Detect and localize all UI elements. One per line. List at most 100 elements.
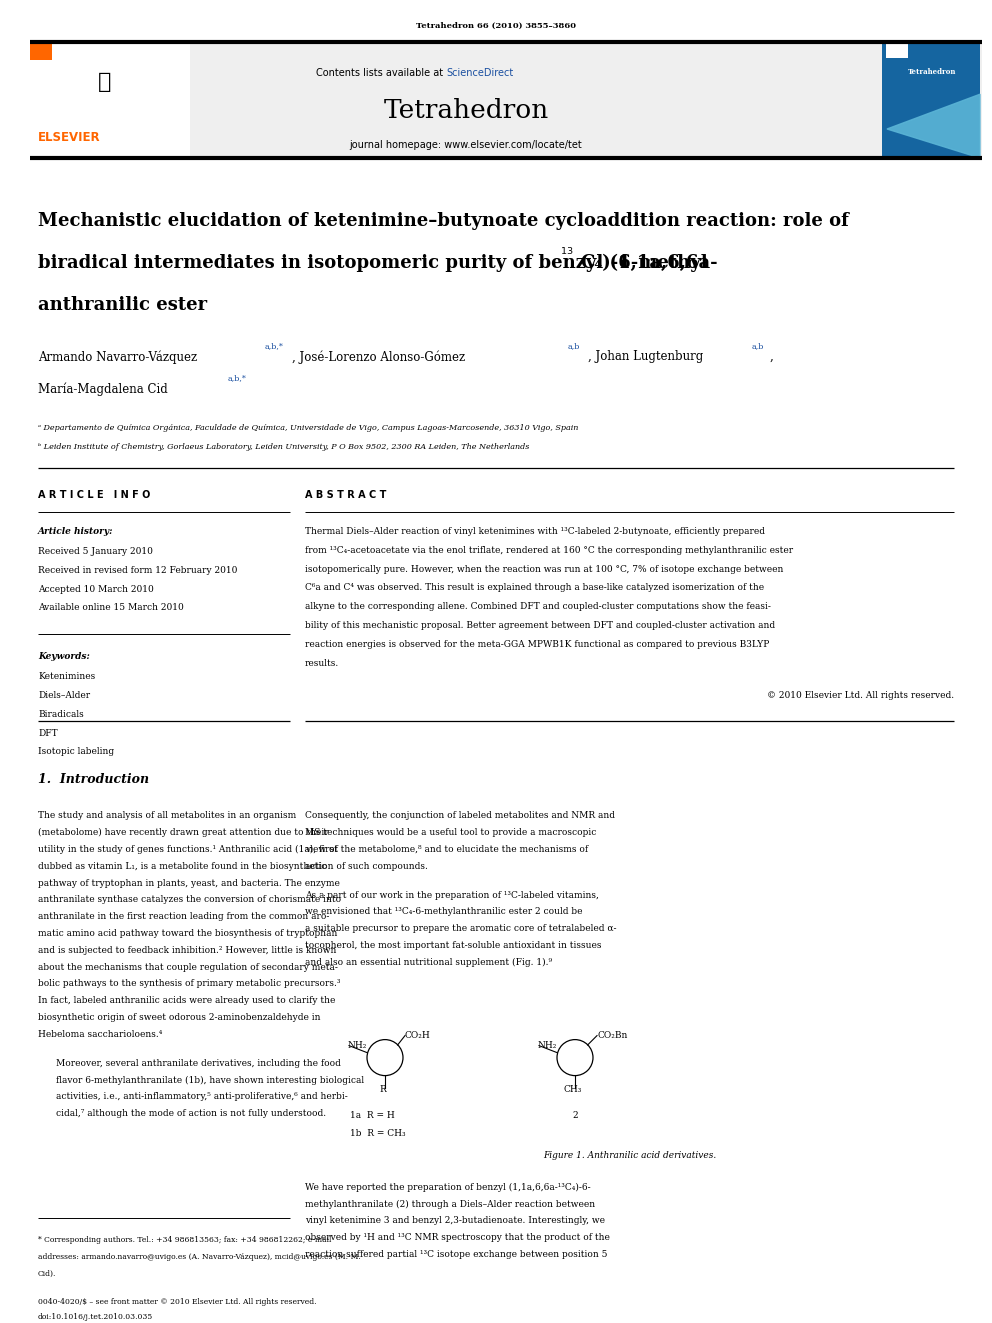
Text: CO₂H: CO₂H	[404, 1031, 430, 1040]
Text: Tetrahedron 66 (2010) 3855–3860: Tetrahedron 66 (2010) 3855–3860	[416, 22, 576, 30]
Text: 🌳: 🌳	[98, 71, 112, 93]
Text: anthranilate synthase catalyzes the conversion of chorismate into: anthranilate synthase catalyzes the conv…	[38, 896, 341, 905]
Polygon shape	[887, 94, 980, 157]
Text: NH₂: NH₂	[538, 1041, 557, 1050]
Text: activities, i.e., anti-inflammatory,⁵ anti-proliferative,⁶ and herbi-: activities, i.e., anti-inflammatory,⁵ an…	[56, 1093, 348, 1101]
Text: Mechanistic elucidation of ketenimine–butynoate cycloaddition reaction: role of: Mechanistic elucidation of ketenimine–bu…	[38, 212, 849, 230]
Text: © 2010 Elsevier Ltd. All rights reserved.: © 2010 Elsevier Ltd. All rights reserved…	[767, 692, 954, 700]
Text: María-Magdalena Cid: María-Magdalena Cid	[38, 382, 168, 396]
Text: flavor 6-methylanthranilate (1b), have shown interesting biological: flavor 6-methylanthranilate (1b), have s…	[56, 1076, 364, 1085]
Text: Cid).: Cid).	[38, 1270, 57, 1278]
Text: , José-Lorenzo Alonso-Gómez: , José-Lorenzo Alonso-Gómez	[292, 351, 465, 364]
Text: C₄)-6-methyl: C₄)-6-methyl	[580, 254, 707, 273]
Bar	[30, 42, 982, 157]
Text: Article history:: Article history:	[38, 527, 113, 536]
Text: Accepted 10 March 2010: Accepted 10 March 2010	[38, 585, 154, 594]
Text: bility of this mechanistic proposal. Better agreement between DFT and coupled-cl: bility of this mechanistic proposal. Bet…	[305, 620, 775, 630]
Text: results.: results.	[305, 659, 339, 668]
Text: tocopherol, the most important fat-soluble antioxidant in tissues: tocopherol, the most important fat-solub…	[305, 941, 601, 950]
Text: ScienceDirect: ScienceDirect	[446, 67, 513, 78]
Text: 1b  R = CH₃: 1b R = CH₃	[350, 1129, 406, 1138]
Text: Biradicals: Biradicals	[38, 710, 83, 718]
Text: 1.  Introduction: 1. Introduction	[38, 774, 149, 786]
Text: * Corresponding authors. Tel.: +34 986813563; fax: +34 986812262; e-mail: * Corresponding authors. Tel.: +34 98681…	[38, 1236, 331, 1244]
Text: ,: ,	[770, 351, 774, 363]
Text: As a part of our work in the preparation of ¹³C-labeled vitamins,: As a part of our work in the preparation…	[305, 890, 599, 900]
Text: Tetrahedron: Tetrahedron	[908, 67, 956, 75]
Text: Keywords:: Keywords:	[38, 652, 90, 662]
Text: $^{13}$: $^{13}$	[560, 247, 573, 261]
Text: about the mechanisms that couple regulation of secondary meta-: about the mechanisms that couple regulat…	[38, 963, 338, 971]
Bar	[882, 42, 980, 157]
Text: Contents lists available at: Contents lists available at	[315, 67, 446, 78]
Text: we envisioned that ¹³C₄-6-methylanthranilic ester 2 could be: we envisioned that ¹³C₄-6-methylanthrani…	[305, 908, 582, 917]
Text: action of such compounds.: action of such compounds.	[305, 861, 428, 871]
Text: Hebeloma saccharioloens.⁴: Hebeloma saccharioloens.⁴	[38, 1029, 163, 1039]
Text: 2: 2	[572, 1110, 577, 1119]
Text: The study and analysis of all metabolites in an organism: The study and analysis of all metabolite…	[38, 811, 297, 820]
Text: DFT: DFT	[38, 729, 58, 738]
Text: and also an essential nutritional supplement (Fig. 1).⁹: and also an essential nutritional supple…	[305, 958, 553, 967]
Text: Available online 15 March 2010: Available online 15 March 2010	[38, 603, 184, 613]
Text: pathway of tryptophan in plants, yeast, and bacteria. The enzyme: pathway of tryptophan in plants, yeast, …	[38, 878, 340, 888]
Text: a,b,*: a,b,*	[265, 343, 284, 351]
Text: methylanthranilate (2) through a Diels–Alder reaction between: methylanthranilate (2) through a Diels–A…	[305, 1200, 595, 1208]
Text: doi:10.1016/j.tet.2010.03.035: doi:10.1016/j.tet.2010.03.035	[38, 1312, 153, 1320]
Text: Thermal Diels–Alder reaction of vinyl ketenimines with ¹³C-labeled 2-butynoate, : Thermal Diels–Alder reaction of vinyl ke…	[305, 527, 765, 536]
Text: A B S T R A C T: A B S T R A C T	[305, 490, 386, 500]
Text: journal homepage: www.elsevier.com/locate/tet: journal homepage: www.elsevier.com/locat…	[349, 140, 582, 149]
Text: isotopomerically pure. However, when the reaction was run at 100 °C, 7% of isoto: isotopomerically pure. However, when the…	[305, 565, 784, 574]
Text: Consequently, the conjunction of labeled metabolites and NMR and: Consequently, the conjunction of labeled…	[305, 811, 615, 820]
Text: , Johan Lugtenburg: , Johan Lugtenburg	[588, 351, 703, 363]
Text: We have reported the preparation of benzyl (1,1a,6,6a-¹³C₄)-6-: We have reported the preparation of benz…	[305, 1183, 590, 1192]
Text: Armando Navarro-Vázquez: Armando Navarro-Vázquez	[38, 351, 197, 364]
Text: MS techniques would be a useful tool to provide a macroscopic: MS techniques would be a useful tool to …	[305, 828, 596, 837]
Text: view of the metabolome,⁸ and to elucidate the mechanisms of: view of the metabolome,⁸ and to elucidat…	[305, 845, 588, 855]
Bar	[30, 42, 190, 157]
Text: matic amino acid pathway toward the biosynthesis of tryptophan: matic amino acid pathway toward the bios…	[38, 929, 337, 938]
Text: dubbed as vitamin L₁, is a metabolite found in the biosynthetic: dubbed as vitamin L₁, is a metabolite fo…	[38, 861, 326, 871]
Text: Ketenimines: Ketenimines	[38, 672, 95, 681]
Text: anthranilic ester: anthranilic ester	[38, 296, 207, 314]
Text: vinyl ketenimine 3 and benzyl 2,3-butadienoate. Interestingly, we: vinyl ketenimine 3 and benzyl 2,3-butadi…	[305, 1216, 605, 1225]
Text: C⁶a and C⁴ was observed. This result is explained through a base-like catalyzed : C⁶a and C⁴ was observed. This result is …	[305, 583, 764, 593]
Text: observed by ¹H and ¹³C NMR spectroscopy that the product of the: observed by ¹H and ¹³C NMR spectroscopy …	[305, 1233, 610, 1242]
Text: alkyne to the corresponding allene. Combined DFT and coupled-cluster computation: alkyne to the corresponding allene. Comb…	[305, 602, 771, 611]
Text: In fact, labeled anthranilic acids were already used to clarify the: In fact, labeled anthranilic acids were …	[38, 996, 335, 1005]
Text: a,b,*: a,b,*	[228, 374, 247, 382]
Text: biosynthetic origin of sweet odorous 2-aminobenzaldehyde in: biosynthetic origin of sweet odorous 2-a…	[38, 1013, 320, 1021]
Text: ELSEVIER: ELSEVIER	[38, 131, 100, 144]
Text: Received in revised form 12 February 2010: Received in revised form 12 February 201…	[38, 566, 237, 574]
Text: a suitable precursor to prepare the aromatic core of tetralabeled α-: a suitable precursor to prepare the arom…	[305, 925, 616, 933]
Text: Tetrahedron: Tetrahedron	[383, 98, 549, 123]
Text: Received 5 January 2010: Received 5 January 2010	[38, 546, 153, 556]
Text: CH₃: CH₃	[563, 1085, 582, 1094]
Text: A R T I C L E   I N F O: A R T I C L E I N F O	[38, 490, 151, 500]
Text: and is subjected to feedback inhibition.² However, little is known: and is subjected to feedback inhibition.…	[38, 946, 336, 955]
Text: CO₂Bn: CO₂Bn	[598, 1031, 628, 1040]
Text: a,b: a,b	[752, 343, 765, 351]
Text: anthranilate in the first reaction leading from the common aro-: anthranilate in the first reaction leadi…	[38, 912, 329, 921]
Text: reaction suffered partial ¹³C isotope exchange between position 5: reaction suffered partial ¹³C isotope ex…	[305, 1250, 607, 1258]
Text: 0040-4020/$ – see front matter © 2010 Elsevier Ltd. All rights reserved.: 0040-4020/$ – see front matter © 2010 El…	[38, 1298, 316, 1306]
Text: (metabolome) have recently drawn great attention due to their: (metabolome) have recently drawn great a…	[38, 828, 328, 837]
Text: bolic pathways to the synthesis of primary metabolic precursors.³: bolic pathways to the synthesis of prima…	[38, 979, 340, 988]
Text: a,b: a,b	[568, 343, 580, 351]
Text: R: R	[380, 1085, 386, 1094]
Text: from ¹³C₄-acetoacetate via the enol triflate, rendered at 160 °C the correspondi: from ¹³C₄-acetoacetate via the enol trif…	[305, 546, 794, 554]
Text: ᵃ Departamento de Química Orgánica, Faculdade de Química, Universidade de Vigo, : ᵃ Departamento de Química Orgánica, Facu…	[38, 423, 578, 433]
Text: addresses: armando.navarro@uvigo.es (A. Navarro-Vázquez), mcid@uvigo.es (M.-M.: addresses: armando.navarro@uvigo.es (A. …	[38, 1253, 361, 1261]
Text: Isotopic labeling: Isotopic labeling	[38, 747, 114, 757]
Text: cidal,⁷ although the mode of action is not fully understood.: cidal,⁷ although the mode of action is n…	[56, 1109, 326, 1118]
Text: Moreover, several anthranilate derivatives, including the food: Moreover, several anthranilate derivativ…	[56, 1058, 341, 1068]
Bar	[30, 42, 52, 60]
Text: ᵇ Leiden Institute of Chemistry, Gorlaeus Laboratory, Leiden University, P O Box: ᵇ Leiden Institute of Chemistry, Gorlaeu…	[38, 443, 530, 451]
Bar	[886, 42, 908, 58]
Text: utility in the study of genes functions.¹ Anthranilic acid (1a), first: utility in the study of genes functions.…	[38, 845, 338, 855]
Text: NH₂: NH₂	[347, 1041, 367, 1050]
Text: 1a  R = H: 1a R = H	[350, 1110, 395, 1119]
Text: biradical intermediates in isotopomeric purity of benzyl (1,1a,6,6a-: biradical intermediates in isotopomeric …	[38, 254, 717, 273]
Text: reaction energies is observed for the meta-GGA MPWB1K functional as compared to : reaction energies is observed for the me…	[305, 640, 770, 648]
Text: Figure 1. Anthranilic acid derivatives.: Figure 1. Anthranilic acid derivatives.	[543, 1151, 716, 1159]
Text: Diels–Alder: Diels–Alder	[38, 691, 90, 700]
